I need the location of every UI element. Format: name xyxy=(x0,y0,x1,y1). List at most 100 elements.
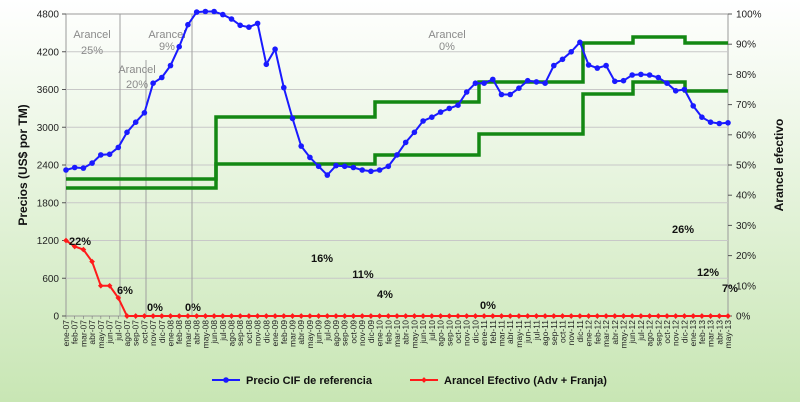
price-point xyxy=(368,168,374,175)
tariff-point xyxy=(158,313,165,319)
tariff-point xyxy=(690,313,697,319)
price-point xyxy=(124,129,130,136)
x-tick-label: may-09 xyxy=(305,320,315,349)
tariff-point xyxy=(368,313,374,319)
price-point xyxy=(246,24,252,31)
tariff-point xyxy=(524,313,531,319)
x-tick-label: feb-09 xyxy=(279,320,289,344)
price-point xyxy=(359,167,366,173)
price-point xyxy=(298,143,305,149)
y-left-axis-title: Precios (US$ por TM) xyxy=(16,104,30,225)
price-point xyxy=(237,22,243,29)
tariff-point xyxy=(481,313,487,319)
tariff-point xyxy=(707,313,714,319)
price-point xyxy=(263,61,270,68)
tariff-point xyxy=(620,313,627,319)
price-point xyxy=(272,46,278,52)
tariff-point xyxy=(193,313,200,319)
x-tick-label: jul-10 xyxy=(427,320,437,342)
regime-label-title: Arancel xyxy=(118,64,155,76)
tariff-point xyxy=(455,313,461,319)
tariff-point xyxy=(716,313,723,319)
x-tick-label: abr-13 xyxy=(714,320,724,345)
x-tick-label: dic-09 xyxy=(366,320,376,343)
tariff-point xyxy=(315,313,322,319)
regime-label-value: 20% xyxy=(126,79,148,91)
x-tick-label: ago-09 xyxy=(331,320,341,347)
x-tick-label: ene-13 xyxy=(688,320,698,347)
x-tick-label: ene-09 xyxy=(270,320,280,347)
price-point xyxy=(463,89,470,95)
tariff-point xyxy=(542,313,548,319)
x-tick-label: mar-11 xyxy=(497,320,507,347)
y-left-tick-label: 1800 xyxy=(37,198,60,209)
regime-label-value: 0% xyxy=(439,41,455,53)
price-point xyxy=(132,119,139,125)
x-tick-label: dic-08 xyxy=(261,320,271,343)
price-point xyxy=(620,77,627,84)
price-point xyxy=(202,8,209,15)
tariff-point xyxy=(498,313,505,319)
price-point xyxy=(341,163,348,170)
tariff-point xyxy=(263,313,270,319)
y-right-tick-label: 90% xyxy=(736,40,756,51)
x-tick-label: oct-10 xyxy=(453,320,463,344)
price-point xyxy=(699,114,705,120)
tariff-point xyxy=(324,313,331,319)
price-point xyxy=(507,91,513,98)
price-point xyxy=(672,88,679,94)
x-tick-label: may-13 xyxy=(723,320,733,349)
tariff-point xyxy=(106,282,113,289)
x-tick-label: oct-07 xyxy=(139,320,149,344)
tariff-point xyxy=(681,313,688,319)
price-point xyxy=(211,8,217,15)
tariff-point xyxy=(228,313,235,319)
tariff-point xyxy=(394,313,400,319)
price-point xyxy=(411,129,418,136)
price-point xyxy=(220,11,226,18)
price-point xyxy=(638,71,644,78)
y-left-tick-label: 4200 xyxy=(37,47,60,58)
price-point xyxy=(385,163,392,170)
tariff-point xyxy=(699,313,705,319)
price-point xyxy=(498,91,505,98)
tariff-data-label: 4% xyxy=(377,289,393,301)
x-tick-label: oct-08 xyxy=(244,320,254,344)
x-tick-label: feb-10 xyxy=(383,320,393,344)
x-tick-label: nov-10 xyxy=(462,320,472,346)
x-tick-label: jul-07 xyxy=(113,320,123,342)
tariff-point xyxy=(202,313,209,319)
regime-label-title: Arancel xyxy=(428,29,465,41)
x-tick-label: mar-09 xyxy=(287,320,297,347)
price-point xyxy=(98,152,104,158)
y-right-tick-label: 80% xyxy=(736,70,756,81)
tariff-point xyxy=(333,313,339,319)
price-point xyxy=(80,165,87,171)
price-point xyxy=(228,16,235,22)
tariff-data-label: 16% xyxy=(311,253,333,265)
x-tick-label: ago-11 xyxy=(540,320,550,346)
tariff-point xyxy=(341,313,348,319)
x-tick-label: feb-12 xyxy=(592,320,602,344)
price-point xyxy=(551,62,557,69)
price-point xyxy=(716,120,723,127)
price-point xyxy=(150,80,156,86)
price-point xyxy=(106,151,113,158)
price-point xyxy=(350,164,357,171)
tariff-point xyxy=(629,313,636,319)
y-right-tick-label: 40% xyxy=(736,191,756,202)
tariff-point xyxy=(577,313,583,319)
price-point xyxy=(437,109,444,115)
tariff-point xyxy=(655,313,662,319)
price-point xyxy=(585,62,592,68)
tariff-point xyxy=(237,313,244,319)
tariff-point xyxy=(350,313,357,319)
price-point xyxy=(516,85,522,91)
y-right-tick-label: 100% xyxy=(736,10,762,21)
price-point xyxy=(307,154,313,161)
x-tick-label: abr-09 xyxy=(296,320,306,345)
x-tick-label: abr-10 xyxy=(401,320,411,345)
tariff-point xyxy=(463,313,470,319)
tariff-point xyxy=(124,313,130,319)
